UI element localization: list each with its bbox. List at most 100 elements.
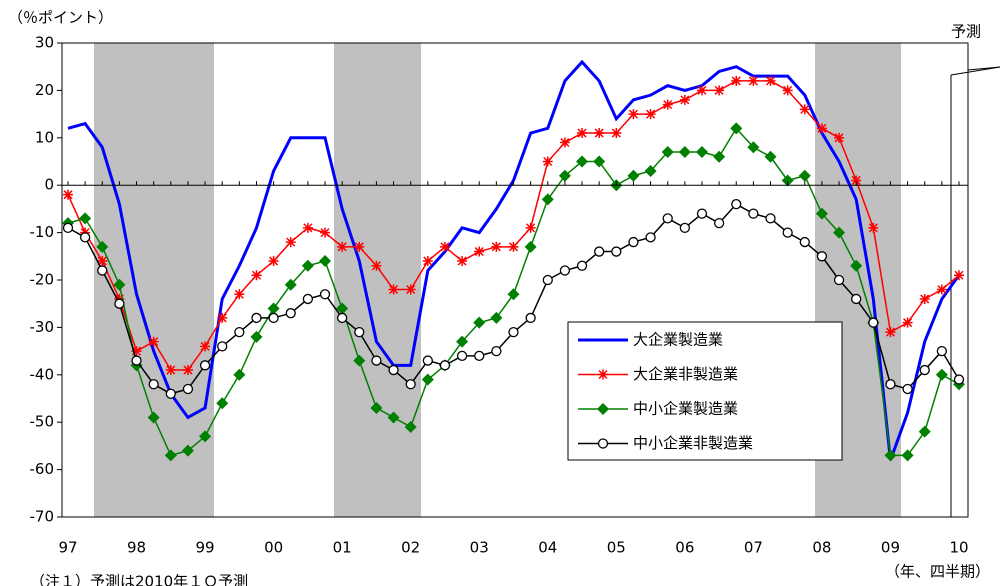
shaded-period — [94, 43, 214, 517]
forecast-label: 予測 — [951, 23, 981, 41]
series-line — [67, 59, 961, 461]
legend-label: 大企業製造業 — [633, 331, 723, 349]
point — [234, 326, 245, 338]
x-tick-label: 05 — [607, 539, 626, 557]
point — [508, 241, 519, 252]
point — [456, 350, 468, 361]
point — [319, 289, 331, 300]
legend — [567, 321, 843, 461]
point — [936, 284, 947, 295]
x-tick-label: 01 — [333, 539, 352, 557]
point — [97, 256, 108, 267]
point — [182, 383, 194, 395]
point — [593, 155, 606, 168]
point — [439, 241, 450, 252]
point — [524, 240, 537, 253]
legend-label: 中小企業製造業 — [633, 400, 738, 418]
point — [679, 94, 690, 105]
x-tick-label: 06 — [675, 539, 694, 557]
point — [456, 335, 469, 348]
point — [320, 227, 331, 238]
x-tick-label: 07 — [744, 539, 763, 557]
point — [217, 312, 228, 323]
point — [507, 288, 520, 301]
point — [645, 232, 656, 243]
point — [731, 75, 742, 86]
point — [131, 346, 142, 357]
point — [337, 241, 348, 252]
point — [354, 326, 365, 338]
point — [251, 312, 262, 324]
point — [165, 388, 176, 399]
point — [199, 360, 211, 371]
legend-label: 中小企業非製造業 — [633, 434, 753, 452]
point — [833, 274, 845, 286]
point — [79, 212, 92, 225]
point — [628, 236, 639, 248]
y-tick-label: -40 — [30, 365, 55, 383]
point — [131, 355, 142, 366]
point — [851, 293, 862, 305]
point — [285, 308, 296, 319]
point — [233, 368, 246, 381]
point — [268, 312, 279, 324]
legend-marker — [597, 438, 609, 449]
point — [147, 411, 160, 424]
forecast-leader — [950, 66, 1001, 76]
point — [474, 246, 485, 257]
point — [558, 169, 571, 182]
point — [696, 85, 707, 96]
point — [815, 207, 828, 220]
point — [96, 240, 109, 253]
x-tick-label: 04 — [538, 539, 557, 557]
point — [181, 444, 194, 457]
x-tick-label: 97 — [58, 539, 77, 557]
point — [457, 256, 468, 267]
shaded-period — [334, 43, 421, 517]
point — [337, 312, 348, 324]
point — [628, 109, 639, 120]
point — [336, 302, 349, 315]
point — [695, 146, 708, 159]
point — [713, 150, 726, 163]
point — [200, 341, 211, 352]
point — [182, 365, 193, 376]
point — [884, 449, 897, 462]
y-tick-label: 20 — [35, 81, 54, 99]
point — [268, 256, 279, 267]
legend-marker — [598, 369, 608, 380]
point — [199, 430, 212, 443]
legend-label: 大企業非製造業 — [633, 365, 738, 383]
point — [234, 289, 245, 300]
point — [370, 401, 383, 414]
y-tick-label: -20 — [30, 271, 55, 289]
point — [730, 122, 743, 135]
x-tick-label: 08 — [812, 539, 831, 557]
y-tick-label: -60 — [30, 460, 55, 478]
point — [525, 312, 536, 324]
point — [491, 241, 502, 252]
point — [919, 364, 930, 376]
y-tick-label: -70 — [30, 508, 55, 526]
point — [422, 355, 433, 366]
point — [541, 193, 554, 206]
point — [559, 137, 570, 148]
point — [388, 364, 399, 376]
point — [764, 150, 777, 163]
point — [782, 227, 793, 238]
point — [816, 251, 828, 262]
point — [661, 146, 674, 159]
point — [662, 99, 673, 110]
point — [164, 449, 177, 462]
point — [713, 217, 725, 229]
y-axis-label: （％ポイント） — [8, 9, 113, 27]
point — [696, 208, 708, 219]
point — [902, 383, 913, 395]
point — [748, 75, 759, 86]
point — [799, 104, 810, 115]
y-tick-label: 10 — [35, 128, 54, 146]
point — [217, 341, 228, 352]
point — [868, 317, 879, 328]
point — [662, 213, 673, 224]
point — [79, 232, 91, 243]
